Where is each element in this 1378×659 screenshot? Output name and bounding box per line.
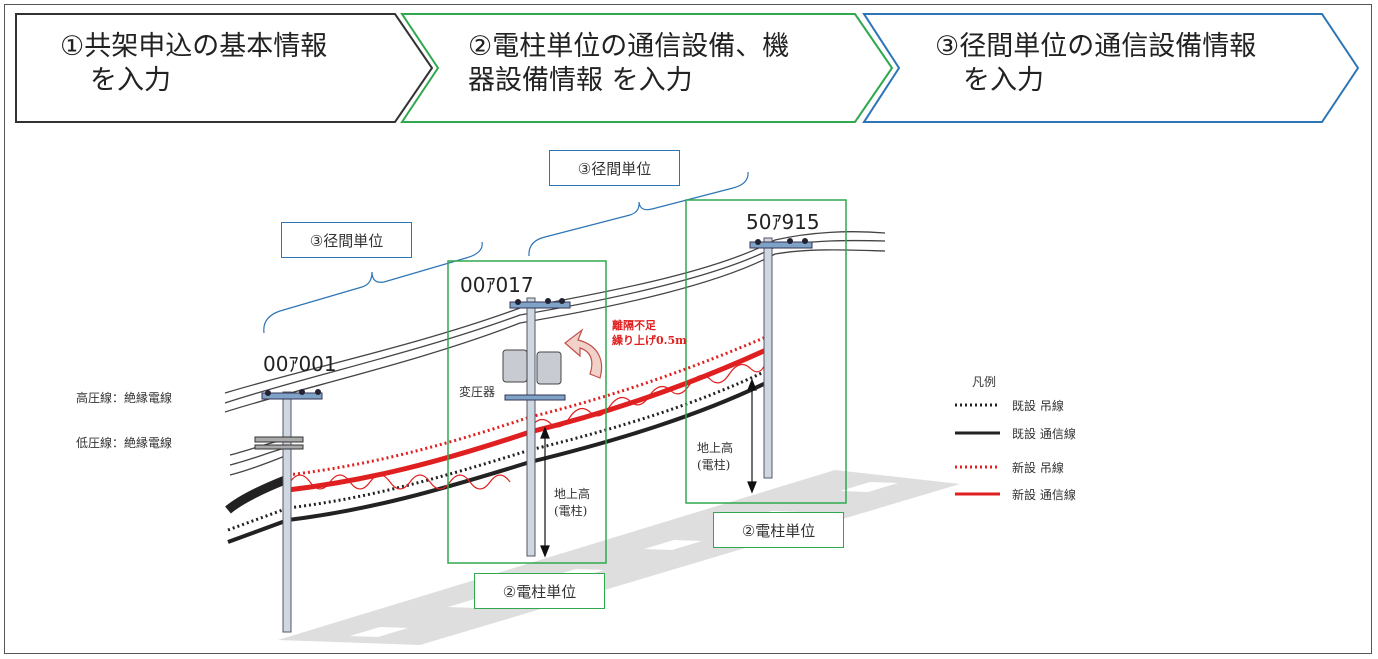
step-3-line1: ③径間単位の通信設備情報: [935, 31, 1257, 62]
span-brace-1: [263, 241, 483, 334]
pole-frame-2: [447, 260, 607, 564]
legend-item-existing-messenger: 既設 吊線: [1012, 399, 1064, 413]
ground-height-label-2: 地上高 (電柱): [697, 440, 733, 474]
span-brace-2: [528, 171, 749, 257]
pole-3: [749, 237, 813, 479]
step-1-line2: を入力: [90, 65, 171, 96]
pole-unit-label-1: ②電柱単位: [474, 573, 605, 609]
legend-item-existing-comm: 既設 通信線: [1012, 427, 1076, 441]
road: [278, 470, 960, 645]
clearance-alert: 離隔不足 繰り上げ0.5m: [612, 318, 687, 348]
existing-cable-bundle: [225, 475, 287, 514]
new-comm-wave: [289, 474, 511, 490]
pole-id-2: 00ｱ017: [460, 273, 534, 297]
step-3-line2: を入力: [963, 65, 1044, 96]
height-arrow-2: [747, 378, 757, 494]
step-1-chevron: [15, 13, 434, 123]
new-messenger-line: [287, 335, 767, 477]
pole-1: [254, 389, 323, 633]
pole-2: [502, 297, 571, 557]
ground-height-2-line2: (電柱): [697, 458, 731, 472]
step-3-chevron: [862, 13, 1360, 123]
pole-id-3: 50ｱ915: [746, 210, 820, 234]
raise-arrow-icon: [564, 328, 603, 379]
height-arrow-1: [540, 426, 550, 558]
legend-item-new-comm: 新設 通信線: [1012, 488, 1076, 502]
span-label-2: ③径間単位: [549, 150, 680, 186]
pole-id-1: 00ｱ001: [263, 352, 337, 376]
pole-unit-label-2: ②電柱単位: [713, 512, 844, 548]
pole-frame-3: [685, 199, 847, 504]
legend-title: 凡例: [972, 375, 997, 389]
power-lines: [224, 231, 886, 476]
step-2-line1: ②電柱単位の通信設備、機: [468, 31, 790, 62]
step-2-line2: 器設備情報 を入力: [468, 65, 693, 96]
high-voltage-label: 高圧線：絶縁電線: [76, 391, 173, 405]
ground-height-label-1: 地上高 (電柱): [554, 486, 590, 520]
transformer-label: 変圧器: [459, 385, 496, 399]
ground-height-2-line1: 地上高: [697, 441, 734, 455]
step-2-text: ②電柱単位の通信設備、機 器設備情報 を入力: [468, 30, 789, 98]
step-1-line1: ①共架申込の基本情報: [60, 31, 328, 62]
new-comm-wave-2: [529, 361, 767, 429]
clearance-alert-line1: 離隔不足: [612, 319, 656, 332]
low-voltage-label: 低圧線：絶縁電線: [76, 436, 173, 450]
step-1-text: ①共架申込の基本情報 を入力: [60, 30, 327, 98]
ground-height-1-line1: 地上高: [554, 487, 591, 501]
existing-messenger-line: [227, 368, 769, 532]
span-label-1: ③径間単位: [281, 222, 412, 258]
ground-height-1-line2: (電柱): [554, 504, 588, 518]
clearance-alert-line2: 繰り上げ0.5m: [612, 334, 687, 347]
step-3-text: ③径間単位の通信設備情報 を入力: [935, 30, 1256, 98]
legend-item-new-messenger: 新設 吊線: [1012, 461, 1064, 475]
step-2-chevron: [400, 13, 894, 123]
